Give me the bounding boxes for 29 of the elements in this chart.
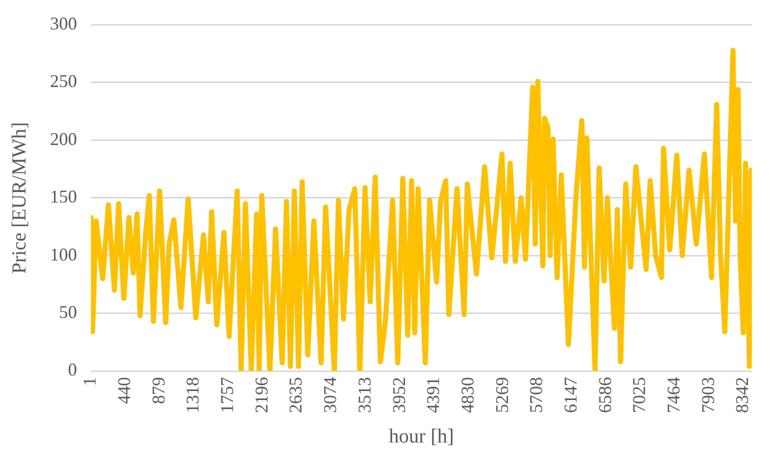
x-tick-label: 1 xyxy=(80,377,100,386)
y-tick-label: 0 xyxy=(68,360,77,380)
x-tick-label: 3074 xyxy=(320,377,340,413)
x-tick-label: 5269 xyxy=(492,377,512,413)
y-tick-label: 300 xyxy=(50,14,77,34)
x-tick-label: 7025 xyxy=(629,377,650,413)
x-tick-label: 3513 xyxy=(354,377,374,413)
x-tick-label: 2196 xyxy=(251,377,272,413)
x-axis-title: hour [h] xyxy=(388,425,454,448)
x-tick-label: 7903 xyxy=(698,377,718,413)
x-tick-label: 4830 xyxy=(457,377,478,413)
x-tick-label: 879 xyxy=(148,377,168,404)
x-tick-label: 6586 xyxy=(594,377,615,413)
y-tick-label: 200 xyxy=(50,128,77,149)
x-tick-label: 1318 xyxy=(182,377,203,413)
y-axis-title: Price [EUR/MWh] xyxy=(8,122,30,274)
x-tick-label: 7464 xyxy=(663,377,684,413)
x-tick-label: 3952 xyxy=(388,377,409,413)
y-tick-label: 100 xyxy=(50,244,77,264)
x-tick-label: 1757 xyxy=(217,377,238,413)
y-tick-label: 250 xyxy=(50,71,77,92)
x-tick-label: 5708 xyxy=(526,377,546,413)
x-tick-label: 4391 xyxy=(423,377,444,413)
x-tick-label: 2635 xyxy=(286,377,306,413)
y-tick-label: 50 xyxy=(59,302,77,322)
x-tick-label: 440 xyxy=(114,377,134,404)
x-tick-label: 6147 xyxy=(560,377,580,413)
x-tick-label: 8342 xyxy=(732,377,752,413)
y-tick-label: 150 xyxy=(50,186,77,207)
